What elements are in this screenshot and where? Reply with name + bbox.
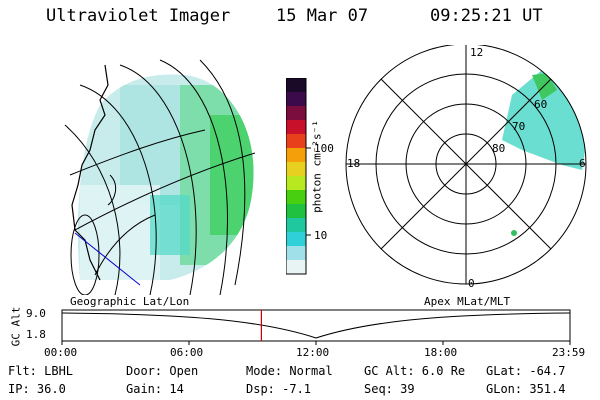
timeline-xtick-0000: 00:00: [44, 346, 78, 359]
colorbar-segment: [286, 190, 306, 205]
timeline-xtick-0600: 06:00: [170, 346, 204, 359]
colorbar-segment: [286, 204, 306, 219]
timeline-ytick-low: 1.8: [26, 328, 46, 341]
timeline-ytick-high: 9.0: [26, 307, 46, 320]
info-dsp: Dsp: -7.1: [246, 382, 312, 396]
mlt-label-12: 12: [470, 46, 484, 59]
timeline-xtick-1200: 12:00: [296, 346, 330, 359]
colorbar-segment: [286, 232, 306, 247]
header-date: 15 Mar 07: [276, 6, 369, 26]
polar-plot: [345, 45, 587, 285]
info-flt: Flt: LBHL: [8, 364, 74, 378]
info-seq: Seq: 39: [364, 382, 415, 396]
colorbar-segment: [286, 218, 306, 233]
colorbar-unit-label: photon cm⁻²s⁻¹: [310, 120, 324, 213]
polar-label: Apex MLat/MLT: [424, 295, 511, 308]
info-glat: GLat: -64.7: [486, 364, 566, 378]
info-mode: Mode: Normal: [246, 364, 333, 378]
colorbar-segment: [286, 176, 306, 191]
colorbar-segment: [286, 162, 306, 177]
colorbar-segment: [286, 148, 306, 163]
colorbar-segment: [286, 134, 306, 149]
geographic-map: [64, 59, 256, 295]
colorbar-tick-10: 10: [314, 229, 328, 242]
info-gain: Gain: 14: [126, 382, 184, 396]
timeline-axis-label: GC Alt: [9, 306, 23, 347]
mlt-label-0: 0: [468, 277, 475, 290]
header-time: 09:25:21 UT: [430, 6, 543, 26]
colorbar-segment: [286, 246, 306, 261]
colorbar-segment: [286, 106, 306, 121]
mlt-label-18: 18: [347, 157, 361, 170]
lat-label-70: 70: [512, 120, 526, 133]
lat-label-60: 60: [534, 98, 548, 111]
info-glon: GLon: 351.4: [486, 382, 566, 396]
info-ip: IP: 36.0: [8, 382, 66, 396]
colorbar-segment: [286, 92, 306, 107]
mlt-label-6: 6: [579, 157, 586, 170]
colorbar: [286, 78, 311, 275]
timeline-xtick-1800: 18:00: [424, 346, 458, 359]
geographic-label: Geographic Lat/Lon: [70, 295, 190, 308]
info-gc-alt: GC Alt: 6.0 Re: [364, 364, 466, 378]
colorbar-tick-100: 100: [314, 142, 334, 155]
info-door: Door: Open: [126, 364, 199, 378]
header-title: Ultraviolet Imager: [46, 6, 231, 26]
colorbar-segment: [286, 260, 306, 275]
colorbar-segment: [286, 120, 306, 135]
colorbar-segment: [286, 78, 306, 93]
timeline-plot: [61, 309, 571, 345]
lat-label-80: 80: [492, 142, 506, 155]
timeline-xtick-2359: 23:59: [552, 346, 586, 359]
